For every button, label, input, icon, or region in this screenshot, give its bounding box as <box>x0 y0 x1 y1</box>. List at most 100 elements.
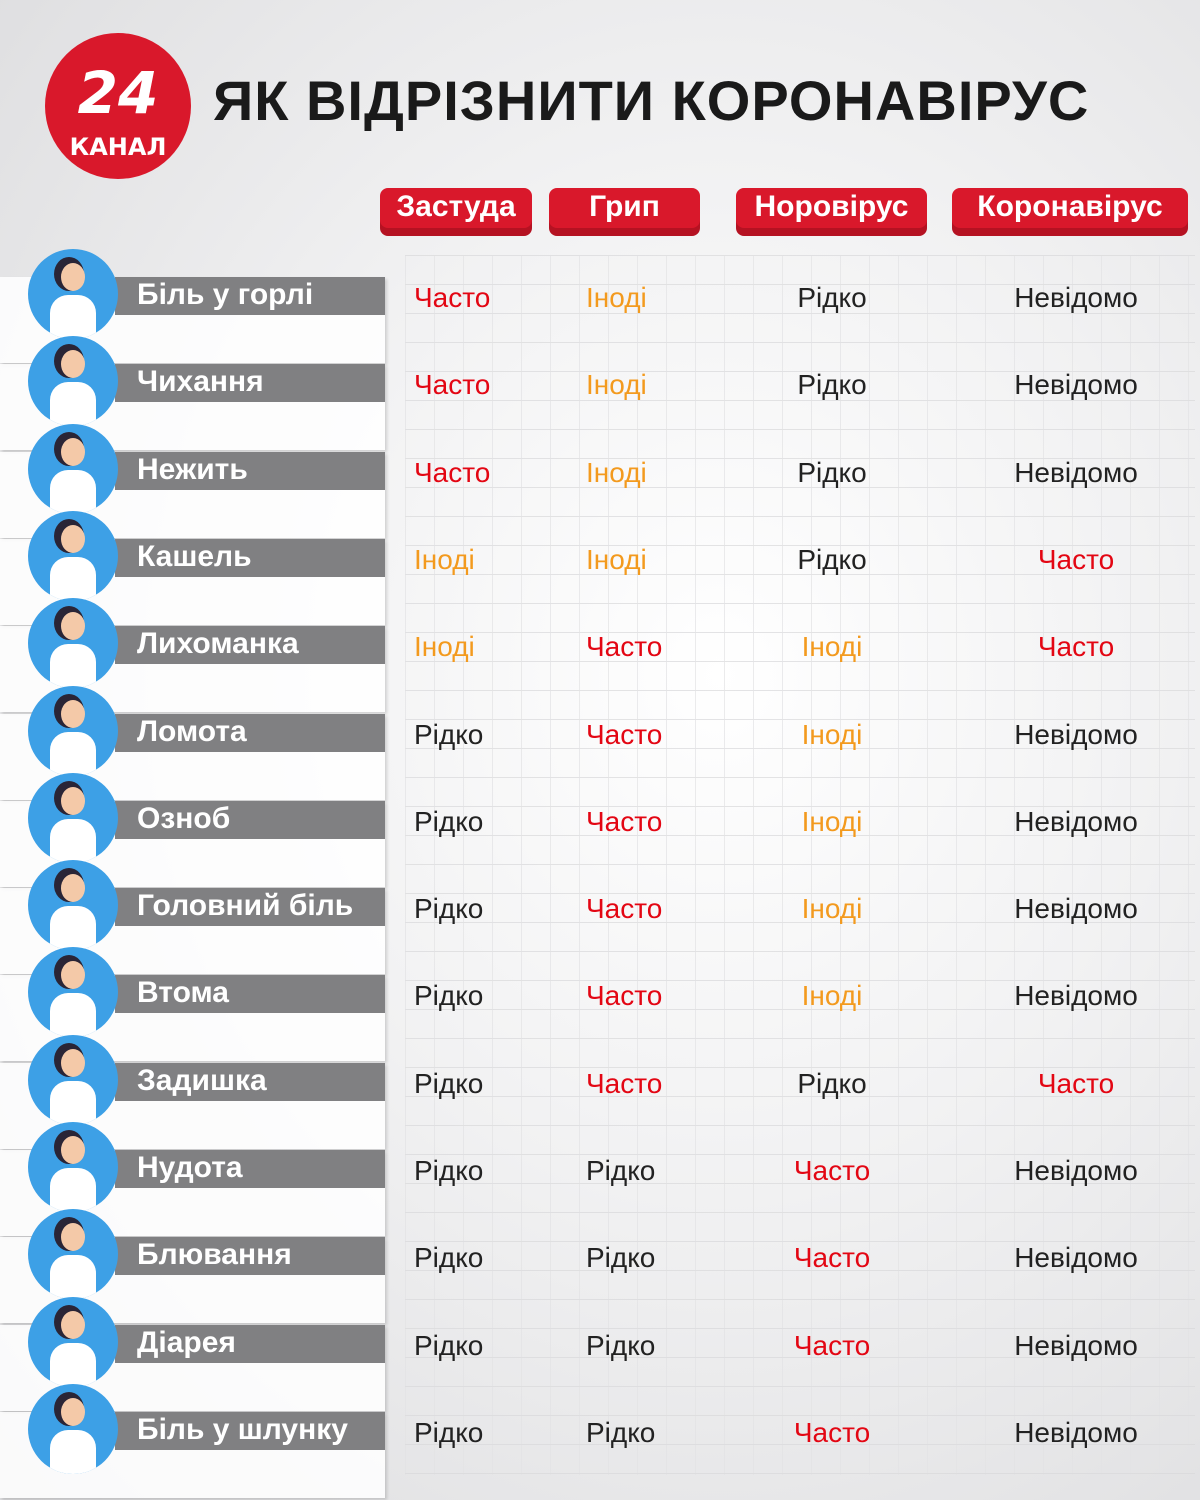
table-cell: Іноді <box>801 893 863 925</box>
woman-symptom-illustration-icon <box>28 947 118 1038</box>
table-grid <box>405 255 1195 1475</box>
table-cell: Рідко <box>414 718 484 750</box>
table-cell: Іноді <box>801 631 863 663</box>
table-cell: Невідомо <box>1014 1242 1138 1274</box>
table-cell: Часто <box>793 1242 871 1274</box>
table-row: Біль у шлунку Рідко Рідко Часто Невідомо <box>0 1383 1200 1499</box>
table-cell: Невідомо <box>1014 893 1138 925</box>
table-cell: Рідко <box>797 369 867 401</box>
woman-symptom-illustration-icon <box>28 1122 118 1212</box>
symptom-label: Діарея <box>115 1324 385 1363</box>
table-cell: Часто <box>586 1067 663 1099</box>
table-cell: Рідко <box>414 1416 484 1448</box>
table-cell: Невідомо <box>1014 980 1138 1012</box>
table-cell: Часто <box>586 805 663 837</box>
table-row: Кашель Іноді Іноді Рідко Часто <box>0 510 1200 626</box>
table-cell: Невідомо <box>1014 1329 1138 1361</box>
table-cell: Рідко <box>797 456 867 488</box>
column-header-norovirus: Норовірус <box>736 188 927 228</box>
table-cell: Іноді <box>801 980 863 1012</box>
woman-symptom-illustration-icon <box>28 1034 118 1125</box>
table-cell: Іноді <box>586 282 647 313</box>
table-cell: Рідко <box>797 543 867 575</box>
table-cell: Рідко <box>797 282 867 313</box>
table-cell: Рідко <box>586 1242 656 1274</box>
woman-symptom-illustration-icon <box>28 336 118 427</box>
table-cell: Рідко <box>586 1416 656 1448</box>
table-row: Лихоманка Іноді Часто Іноді Часто <box>0 598 1200 713</box>
woman-symptom-illustration-icon <box>28 510 118 601</box>
table-cell: Рідко <box>414 980 484 1012</box>
column-header-flu: Грип <box>549 188 700 228</box>
table-cell: Рідко <box>414 1155 484 1186</box>
table-cell: Іноді <box>801 718 863 750</box>
table-cell: Іноді <box>586 456 647 488</box>
woman-symptom-illustration-icon <box>28 423 118 514</box>
table-cell: Часто <box>793 1416 871 1448</box>
page-title: ЯК ВІДРІЗНИТИ КОРОНАВІРУС <box>213 69 1090 132</box>
table-cell: Невідомо <box>1014 718 1138 750</box>
woman-symptom-illustration-icon <box>28 249 118 339</box>
table-cell: Іноді <box>414 631 475 663</box>
table-cell: Рідко <box>586 1155 656 1186</box>
symptom-label: Головний біль <box>115 888 385 927</box>
table-cell: Іноді <box>586 543 647 575</box>
symptom-label: Блювання <box>115 1237 385 1276</box>
table-cell: Рідко <box>414 1329 484 1361</box>
table-cell: Рідко <box>797 1067 867 1099</box>
symptom-label: Нежить <box>115 451 385 490</box>
table-row: Озноб Рідко Часто Іноді Невідомо <box>0 772 1200 888</box>
table-cell: Часто <box>1037 1067 1115 1099</box>
table-cell: Невідомо <box>1014 1155 1138 1186</box>
woman-symptom-illustration-icon <box>28 1209 118 1300</box>
table-cell: Рідко <box>414 805 484 837</box>
column-header-coronavirus: Коронавірус <box>952 188 1188 228</box>
symptom-label: Озноб <box>115 800 385 839</box>
symptom-label: Біль у горлі <box>115 277 385 315</box>
table-cell: Рідко <box>586 1329 656 1361</box>
table-cell: Часто <box>793 1329 871 1361</box>
table-row: Нудота Рідко Рідко Часто Невідомо <box>0 1122 1200 1237</box>
column-header-cold: Застуда <box>380 188 532 228</box>
table-cell: Часто <box>414 369 491 401</box>
table-row: Чихання Часто Іноді Рідко Невідомо <box>0 336 1200 451</box>
table-cell: Часто <box>586 718 663 750</box>
channel-24-logo: 24 КАНАЛ <box>45 33 191 179</box>
symptom-label: Втома <box>115 975 385 1014</box>
table-row: Ломота Рідко Часто Іноді Невідомо <box>0 685 1200 801</box>
symptom-label: Задишка <box>115 1062 385 1101</box>
table-cell: Іноді <box>414 543 475 575</box>
table-row: Нежить Часто Іноді Рідко Невідомо <box>0 423 1200 539</box>
table-row: Головний біль Рідко Часто Іноді Невідомо <box>0 860 1200 975</box>
woman-symptom-illustration-icon <box>28 772 118 863</box>
table-cell: Часто <box>1037 631 1115 663</box>
woman-symptom-illustration-icon <box>28 1296 118 1387</box>
table-cell: Часто <box>1037 543 1115 575</box>
table-row: Блювання Рідко Рідко Часто Невідомо <box>0 1209 1200 1324</box>
symptom-label: Лихоманка <box>115 626 385 665</box>
symptom-label: Кашель <box>115 538 385 577</box>
woman-symptom-illustration-icon <box>28 860 118 951</box>
symptom-label: Біль у шлунку <box>115 1411 385 1450</box>
logo-number: 24 <box>77 59 159 127</box>
table-cell: Рідко <box>414 1067 484 1099</box>
table-cell: Невідомо <box>1014 369 1138 401</box>
table-cell: Невідомо <box>1014 805 1138 837</box>
logo-name: КАНАЛ <box>69 133 167 161</box>
woman-symptom-illustration-icon <box>28 1383 118 1474</box>
table-row: Задишка Рідко Часто Рідко Часто <box>0 1034 1200 1150</box>
table-cell: Часто <box>414 456 491 488</box>
table-cell: Іноді <box>586 369 647 401</box>
table-row: Діарея Рідко Рідко Часто Невідомо <box>0 1296 1200 1412</box>
table-row: Втома Рідко Часто Іноді Невідомо <box>0 947 1200 1062</box>
table-cell: Часто <box>586 980 663 1012</box>
table-cell: Часто <box>586 893 663 925</box>
table-row: Біль у горлі Часто Іноді Рідко Невідомо <box>0 249 1200 364</box>
table-cell: Іноді <box>801 805 863 837</box>
table-cell: Невідомо <box>1014 1416 1138 1448</box>
table-cell: Часто <box>586 631 663 663</box>
table-cell: Рідко <box>414 1242 484 1274</box>
symptom-label: Нудота <box>115 1150 385 1188</box>
table-cell: Невідомо <box>1014 456 1138 488</box>
table-cell: Рідко <box>414 893 484 925</box>
